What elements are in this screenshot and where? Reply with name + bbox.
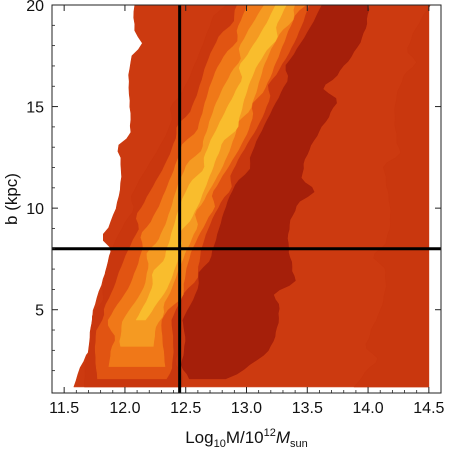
x-tick-label: 13.0 — [231, 400, 262, 417]
x-label-var: M — [276, 428, 291, 447]
y-axis-label: b (kpc) — [2, 173, 21, 225]
x-axis-label: Log10M/1012Msun — [185, 427, 308, 450]
y-tick-label: 10 — [26, 201, 44, 218]
x-tick-label: 11.5 — [49, 400, 79, 417]
x-label-sub1: 10 — [214, 438, 226, 450]
y-tick-label: 20 — [26, 0, 44, 15]
x-tick-label: 12.0 — [109, 400, 140, 417]
x-tick-label: 14.5 — [413, 400, 444, 417]
x-label-log: Log — [185, 428, 213, 447]
x-label-sup: 12 — [264, 427, 276, 439]
x-tick-label: 12.5 — [170, 400, 201, 417]
axis-ticks: 11.5 12.0 12.5 13.0 13.5 14.0 14.5 5 10 15 20 — [26, 0, 444, 417]
y-tick-label: 5 — [35, 303, 44, 320]
x-tick-label: 13.5 — [292, 400, 323, 417]
x-label-mid: M/10 — [226, 428, 264, 447]
contour-fills — [73, 4, 431, 388]
y-tick-label: 15 — [26, 100, 44, 117]
x-tick-label: 14.0 — [352, 400, 383, 417]
reference-lines — [52, 5, 441, 393]
x-label-sub2: sun — [290, 438, 308, 450]
